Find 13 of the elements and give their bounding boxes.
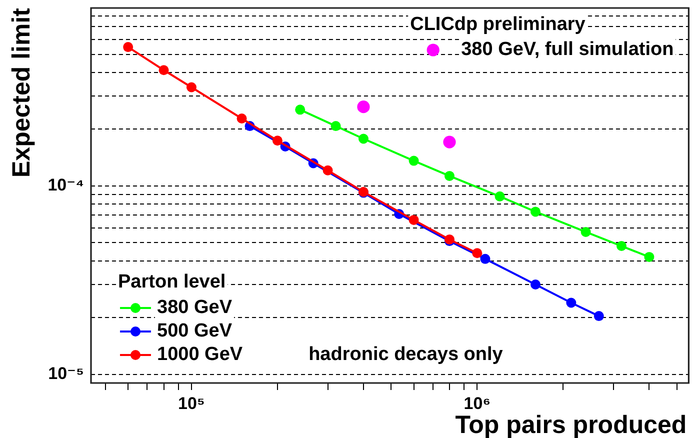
- legend-label: 500 GeV: [157, 320, 232, 342]
- legend-label: 380 GeV, full simulation: [461, 39, 674, 60]
- legend-label: 380 GeV: [157, 297, 232, 318]
- y-tick-label: 10⁻⁴: [48, 176, 84, 195]
- legend-label: 1000 GeV: [157, 344, 243, 366]
- x-tick-label: 10⁶: [464, 394, 491, 413]
- x-axis-title: Top pairs produced: [455, 411, 687, 438]
- y-tick-label: 10⁻⁵: [48, 364, 84, 384]
- annotation: CLICdp preliminary: [410, 14, 586, 36]
- x-tick-label: 10⁵: [178, 394, 205, 413]
- legend-title: Parton level: [118, 272, 226, 293]
- y-axis-title: Expected limit: [8, 7, 36, 178]
- annotation: hadronic decays only: [308, 344, 504, 366]
